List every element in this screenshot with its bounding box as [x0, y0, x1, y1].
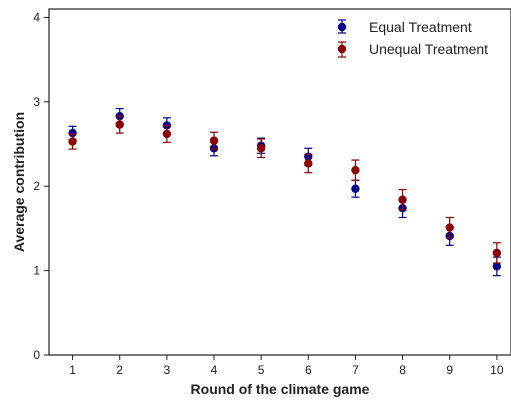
x-axis: 1 2 3 4 5 6 7 8 9 10 — [69, 355, 504, 377]
data-point — [304, 159, 313, 168]
x-tick-label: 6 — [305, 363, 312, 377]
data-point — [68, 137, 77, 146]
x-tick-label: 4 — [211, 363, 218, 377]
x-tick-label: 5 — [258, 363, 265, 377]
legend-item-unequal: Unequal Treatment — [337, 41, 488, 58]
legend-label-equal: Equal Treatment — [369, 19, 472, 35]
x-tick-label: 7 — [352, 363, 359, 377]
y-axis-title: Average contribution — [11, 112, 27, 252]
data-point — [162, 129, 172, 139]
data-point — [256, 144, 266, 153]
legend-marker-equal — [337, 22, 347, 32]
y-tick-label: 4 — [33, 10, 40, 24]
legend-marker-unequal — [337, 44, 347, 54]
data-point — [351, 184, 360, 193]
legend-label-unequal: Unequal Treatment — [369, 41, 488, 57]
series-layer — [68, 107, 502, 277]
x-tick-label: 9 — [446, 363, 453, 377]
data-point — [115, 120, 124, 129]
series-equal — [68, 107, 502, 277]
data-point — [492, 248, 502, 258]
data-point — [445, 223, 454, 232]
x-tick-label: 2 — [116, 363, 123, 377]
x-tick-label: 1 — [69, 363, 76, 377]
data-point — [68, 128, 77, 138]
y-tick-label: 2 — [33, 179, 40, 193]
data-point — [209, 136, 219, 145]
data-point — [492, 262, 502, 271]
y-tick-label: 3 — [33, 95, 40, 109]
legend: Equal Treatment Unequal Treatment — [337, 19, 488, 58]
y-tick-label: 0 — [33, 348, 40, 362]
y-axis: 0 1 2 3 4 — [33, 10, 49, 362]
x-tick-label: 8 — [399, 363, 406, 377]
x-axis-title: Round of the climate game — [191, 381, 370, 397]
y-tick-label: 1 — [33, 264, 40, 278]
x-tick-label: 10 — [490, 363, 504, 377]
x-tick-label: 3 — [164, 363, 171, 377]
data-point — [351, 165, 360, 175]
series-unequal — [68, 115, 502, 264]
data-point — [398, 195, 407, 204]
plot-frame — [48, 8, 511, 356]
legend-item-equal: Equal Treatment — [337, 19, 472, 35]
